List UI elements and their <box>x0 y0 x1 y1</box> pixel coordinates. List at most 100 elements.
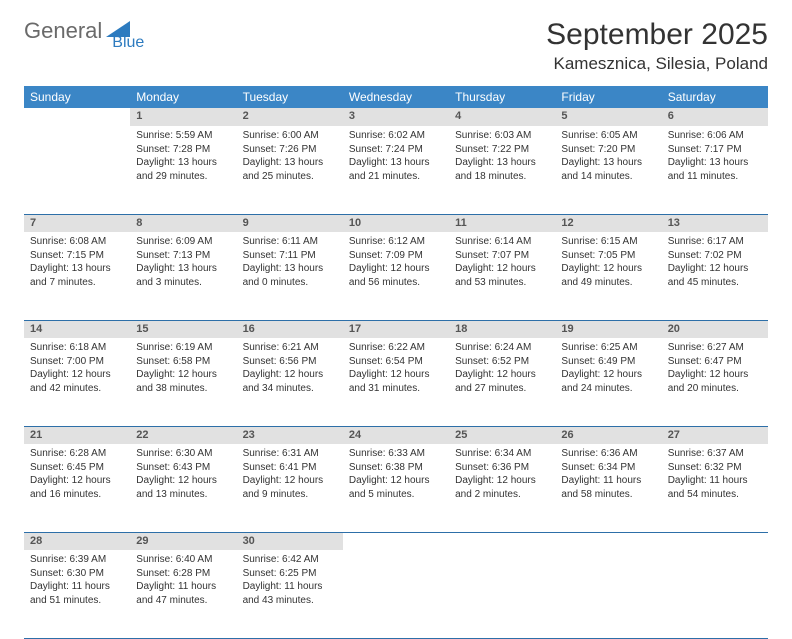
day-number-cell: 18 <box>449 320 555 338</box>
daylight-line: Daylight: 13 hours and 14 minutes. <box>561 156 655 183</box>
day-number-cell: 2 <box>237 108 343 126</box>
day-number-cell: 30 <box>237 532 343 550</box>
day-number-cell <box>343 532 449 550</box>
day-number-cell: 28 <box>24 532 130 550</box>
daylight-line: Daylight: 11 hours and 58 minutes. <box>561 474 655 501</box>
daylight-line: Daylight: 12 hours and 53 minutes. <box>455 262 549 289</box>
sunset-line: Sunset: 7:15 PM <box>30 249 124 263</box>
sunrise-line: Sunrise: 6:21 AM <box>243 341 337 355</box>
weekday-header: Wednesday <box>343 86 449 108</box>
day-cell: Sunrise: 6:03 AMSunset: 7:22 PMDaylight:… <box>449 126 555 214</box>
sunrise-line: Sunrise: 6:34 AM <box>455 447 549 461</box>
sunrise-line: Sunrise: 6:37 AM <box>668 447 762 461</box>
weekday-header: Saturday <box>662 86 768 108</box>
day-number-cell: 24 <box>343 426 449 444</box>
daylight-line: Daylight: 13 hours and 7 minutes. <box>30 262 124 289</box>
sunset-line: Sunset: 6:36 PM <box>455 461 549 475</box>
daylight-line: Daylight: 12 hours and 13 minutes. <box>136 474 230 501</box>
sunset-line: Sunset: 6:52 PM <box>455 355 549 369</box>
sunset-line: Sunset: 6:58 PM <box>136 355 230 369</box>
day-body-row: Sunrise: 6:39 AMSunset: 6:30 PMDaylight:… <box>24 550 768 638</box>
sunrise-line: Sunrise: 6:31 AM <box>243 447 337 461</box>
daylight-line: Daylight: 12 hours and 24 minutes. <box>561 368 655 395</box>
day-cell <box>24 126 130 214</box>
daylight-line: Daylight: 13 hours and 29 minutes. <box>136 156 230 183</box>
daylight-line: Daylight: 12 hours and 56 minutes. <box>349 262 443 289</box>
sunset-line: Sunset: 7:07 PM <box>455 249 549 263</box>
day-number-cell <box>24 108 130 126</box>
day-number-cell: 15 <box>130 320 236 338</box>
sunset-line: Sunset: 7:05 PM <box>561 249 655 263</box>
daylight-line: Daylight: 13 hours and 21 minutes. <box>349 156 443 183</box>
sunset-line: Sunset: 7:13 PM <box>136 249 230 263</box>
day-cell: Sunrise: 6:12 AMSunset: 7:09 PMDaylight:… <box>343 232 449 320</box>
day-number-cell: 27 <box>662 426 768 444</box>
day-number-cell: 3 <box>343 108 449 126</box>
daylight-line: Daylight: 12 hours and 2 minutes. <box>455 474 549 501</box>
day-number-cell: 12 <box>555 214 661 232</box>
sunrise-line: Sunrise: 6:05 AM <box>561 129 655 143</box>
daylight-line: Daylight: 12 hours and 31 minutes. <box>349 368 443 395</box>
sunrise-line: Sunrise: 6:09 AM <box>136 235 230 249</box>
sunrise-line: Sunrise: 6:14 AM <box>455 235 549 249</box>
day-number-row: 123456 <box>24 108 768 126</box>
sunrise-line: Sunrise: 6:08 AM <box>30 235 124 249</box>
day-cell: Sunrise: 6:00 AMSunset: 7:26 PMDaylight:… <box>237 126 343 214</box>
day-cell: Sunrise: 6:31 AMSunset: 6:41 PMDaylight:… <box>237 444 343 532</box>
weekday-header: Monday <box>130 86 236 108</box>
day-cell: Sunrise: 6:02 AMSunset: 7:24 PMDaylight:… <box>343 126 449 214</box>
day-number-cell: 7 <box>24 214 130 232</box>
sunrise-line: Sunrise: 6:30 AM <box>136 447 230 461</box>
daylight-line: Daylight: 12 hours and 34 minutes. <box>243 368 337 395</box>
daylight-line: Daylight: 12 hours and 9 minutes. <box>243 474 337 501</box>
daylight-line: Daylight: 11 hours and 51 minutes. <box>30 580 124 607</box>
daylight-line: Daylight: 11 hours and 43 minutes. <box>243 580 337 607</box>
daylight-line: Daylight: 12 hours and 42 minutes. <box>30 368 124 395</box>
daylight-line: Daylight: 12 hours and 38 minutes. <box>136 368 230 395</box>
day-number-cell: 6 <box>662 108 768 126</box>
day-number-cell <box>449 532 555 550</box>
day-number-cell: 1 <box>130 108 236 126</box>
sunset-line: Sunset: 6:25 PM <box>243 567 337 581</box>
sunrise-line: Sunrise: 6:17 AM <box>668 235 762 249</box>
day-cell: Sunrise: 6:08 AMSunset: 7:15 PMDaylight:… <box>24 232 130 320</box>
sunrise-line: Sunrise: 6:02 AM <box>349 129 443 143</box>
day-number-cell: 17 <box>343 320 449 338</box>
day-number-cell: 19 <box>555 320 661 338</box>
day-body-row: Sunrise: 6:08 AMSunset: 7:15 PMDaylight:… <box>24 232 768 320</box>
day-number-cell: 22 <box>130 426 236 444</box>
sunset-line: Sunset: 7:28 PM <box>136 143 230 157</box>
day-number-cell: 14 <box>24 320 130 338</box>
day-cell: Sunrise: 5:59 AMSunset: 7:28 PMDaylight:… <box>130 126 236 214</box>
day-cell: Sunrise: 6:22 AMSunset: 6:54 PMDaylight:… <box>343 338 449 426</box>
day-cell: Sunrise: 6:39 AMSunset: 6:30 PMDaylight:… <box>24 550 130 638</box>
day-number-cell: 8 <box>130 214 236 232</box>
sunrise-line: Sunrise: 6:36 AM <box>561 447 655 461</box>
day-cell: Sunrise: 6:36 AMSunset: 6:34 PMDaylight:… <box>555 444 661 532</box>
day-number-cell <box>662 532 768 550</box>
day-number-row: 78910111213 <box>24 214 768 232</box>
day-number-cell: 16 <box>237 320 343 338</box>
logo-text-general: General <box>24 18 102 44</box>
day-cell: Sunrise: 6:05 AMSunset: 7:20 PMDaylight:… <box>555 126 661 214</box>
sunset-line: Sunset: 7:11 PM <box>243 249 337 263</box>
day-cell: Sunrise: 6:25 AMSunset: 6:49 PMDaylight:… <box>555 338 661 426</box>
sunset-line: Sunset: 7:26 PM <box>243 143 337 157</box>
sunset-line: Sunset: 6:34 PM <box>561 461 655 475</box>
sunrise-line: Sunrise: 6:42 AM <box>243 553 337 567</box>
day-cell <box>343 550 449 638</box>
day-number-cell: 9 <box>237 214 343 232</box>
daylight-line: Daylight: 11 hours and 54 minutes. <box>668 474 762 501</box>
day-cell: Sunrise: 6:28 AMSunset: 6:45 PMDaylight:… <box>24 444 130 532</box>
day-number-cell: 4 <box>449 108 555 126</box>
day-cell: Sunrise: 6:37 AMSunset: 6:32 PMDaylight:… <box>662 444 768 532</box>
weekday-header-row: Sunday Monday Tuesday Wednesday Thursday… <box>24 86 768 108</box>
weekday-header: Sunday <box>24 86 130 108</box>
daylight-line: Daylight: 13 hours and 3 minutes. <box>136 262 230 289</box>
daylight-line: Daylight: 12 hours and 5 minutes. <box>349 474 443 501</box>
daylight-line: Daylight: 12 hours and 27 minutes. <box>455 368 549 395</box>
weekday-header: Tuesday <box>237 86 343 108</box>
sunrise-line: Sunrise: 6:15 AM <box>561 235 655 249</box>
sunset-line: Sunset: 7:20 PM <box>561 143 655 157</box>
day-cell: Sunrise: 6:19 AMSunset: 6:58 PMDaylight:… <box>130 338 236 426</box>
